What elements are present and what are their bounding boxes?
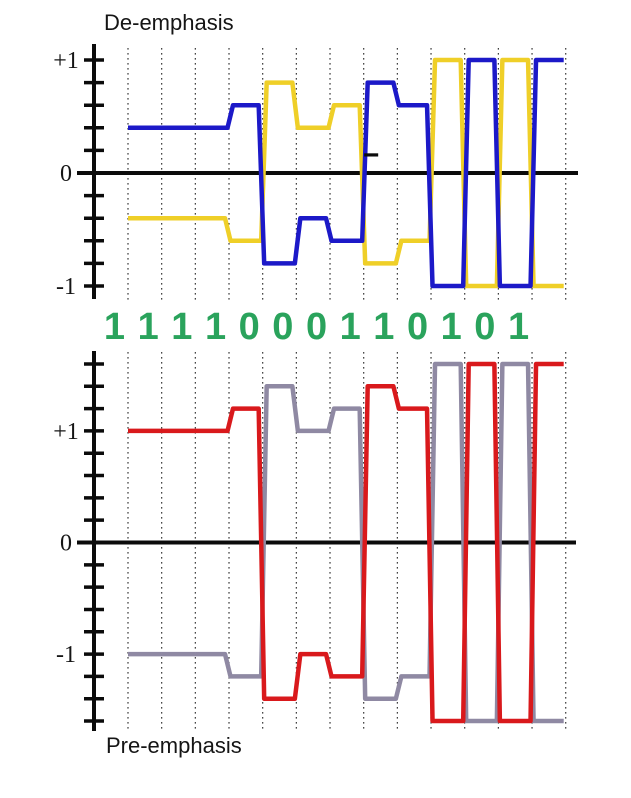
- waveform-pre-emphasis-complement: [128, 361, 564, 724]
- waveform-de-emphasis-signal: [128, 57, 564, 289]
- ytick-label: +1: [53, 48, 79, 74]
- ytick-label: 0: [60, 161, 72, 187]
- bit-digit: 0: [407, 306, 428, 348]
- ytick-label: -1: [56, 642, 76, 668]
- ytick-label: -1: [56, 274, 76, 300]
- bit-digit: 1: [104, 306, 125, 348]
- de-emphasis-title: De-emphasis: [104, 10, 234, 35]
- pre-emphasis-title: Pre-emphasis: [106, 733, 242, 758]
- bit-digit: 0: [474, 306, 495, 348]
- waveform-de-emphasis-complement: [128, 57, 564, 289]
- bit-digit: 0: [306, 306, 327, 348]
- bit-digit: 1: [508, 306, 529, 348]
- bit-digit: 1: [205, 306, 226, 348]
- bit-digit: 0: [272, 306, 293, 348]
- bit-digit: 1: [340, 306, 361, 348]
- pre-emphasis-chart: +1 0 -1: [53, 351, 576, 731]
- bit-digit: 0: [239, 306, 260, 348]
- bit-digit: 1: [373, 306, 394, 348]
- bit-digit: 1: [441, 306, 462, 348]
- ytick-label: +1: [53, 419, 79, 445]
- de-emphasis-chart: +1 0 -1: [53, 44, 578, 300]
- bit-digit: 1: [171, 306, 192, 348]
- bit-digit: 1: [138, 306, 159, 348]
- ytick-label: 0: [60, 531, 72, 557]
- waveform-pre-emphasis-signal: [128, 361, 564, 724]
